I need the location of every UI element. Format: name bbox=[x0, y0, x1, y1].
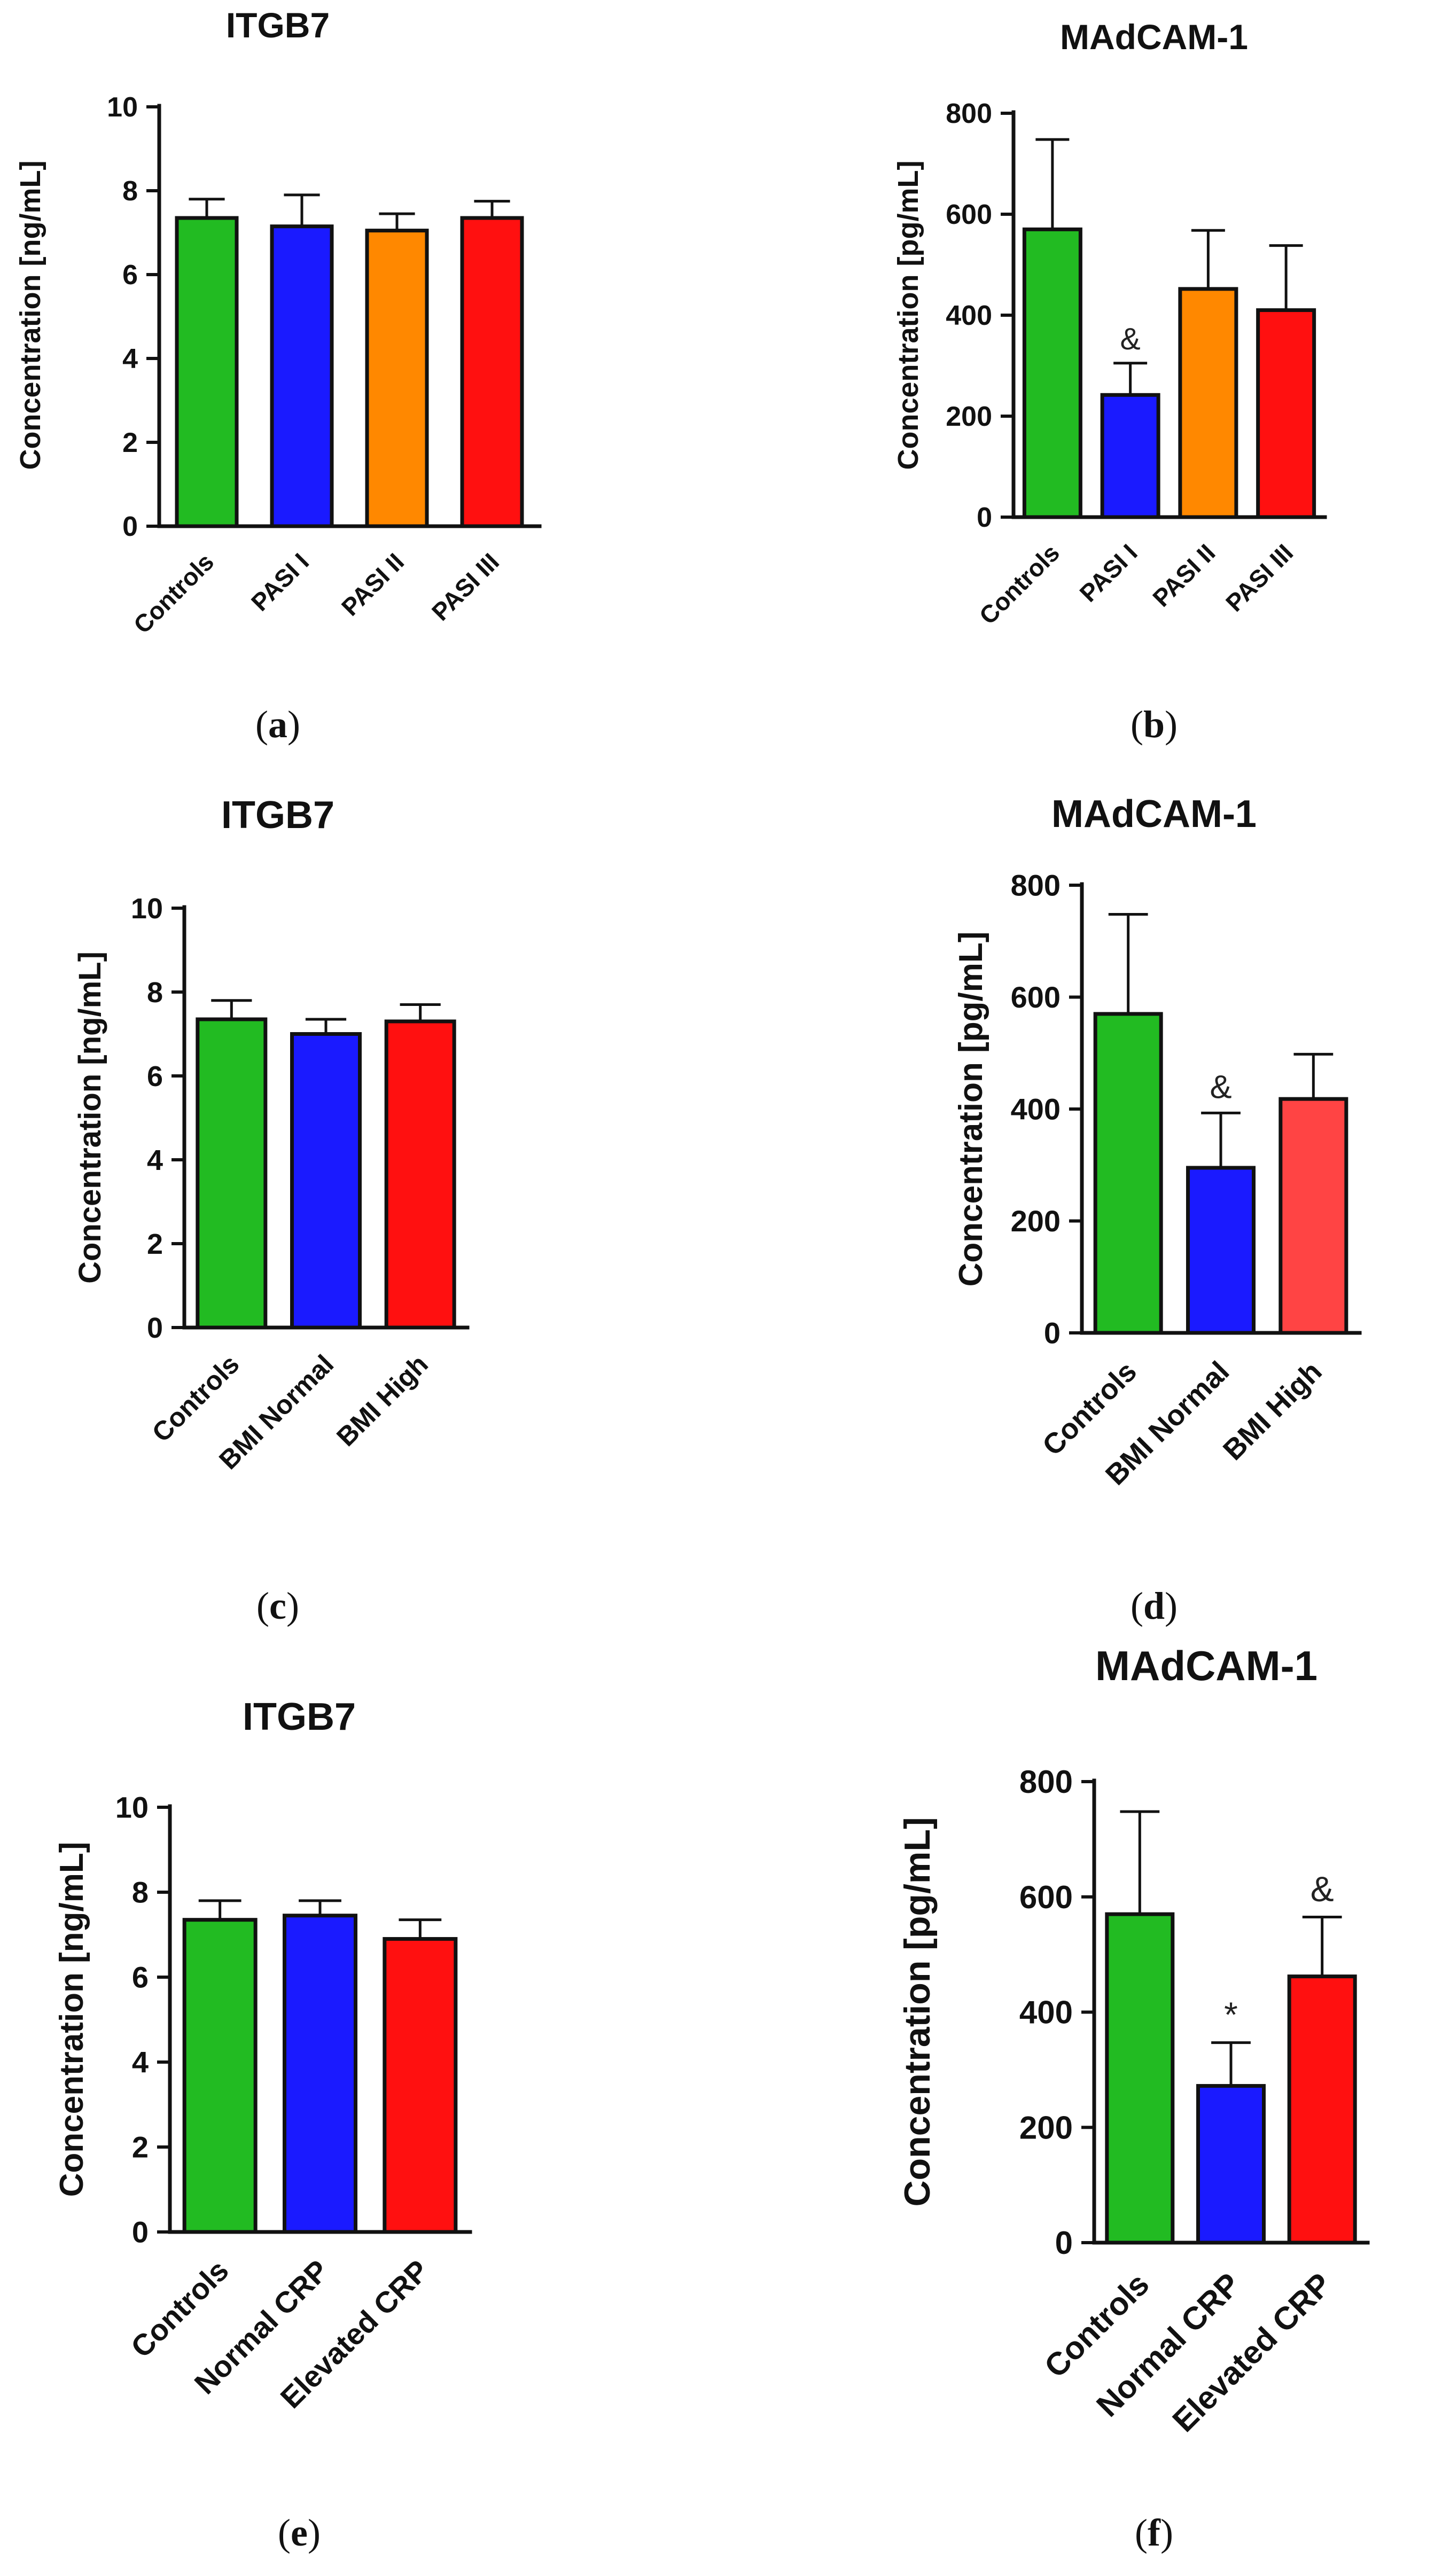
y-tick-label: 200 bbox=[1019, 2110, 1073, 2145]
x-tick-label: PASI II bbox=[1147, 538, 1220, 612]
bar bbox=[1287, 1974, 1357, 2245]
x-tick-label: PASI I bbox=[246, 548, 314, 616]
significance-marker: * bbox=[1224, 1995, 1238, 2034]
y-tick-label: 0 bbox=[1055, 2225, 1073, 2261]
y-axis-label: Concentration [ng/mL] bbox=[73, 951, 107, 1284]
chart-panel-d: MAdCAM-1 Concentration [pg/mL] 0 200 400 600 8… bbox=[953, 793, 1362, 1627]
bar bbox=[384, 1019, 456, 1330]
y-axis-label: Concentration [ng/mL] bbox=[53, 1842, 90, 2197]
bar bbox=[175, 216, 239, 528]
x-tick-label: PASI III bbox=[1220, 538, 1298, 616]
bar bbox=[290, 1032, 362, 1330]
significance-marker: & bbox=[1311, 1869, 1334, 1909]
y-tick-label: 6 bbox=[132, 1961, 149, 1994]
chart-panel-f: MAdCAM-1 Concentration [pg/mL] 0 200 400 600 8… bbox=[897, 1642, 1370, 2554]
y-axis-label: Concentration [ng/mL] bbox=[14, 161, 46, 470]
y-tick-label: 10 bbox=[115, 1791, 149, 1824]
y-tick-label: 400 bbox=[1019, 1995, 1073, 2031]
y-tick-label: 600 bbox=[1019, 1879, 1073, 1915]
x-tick-label: Controls bbox=[128, 548, 219, 638]
y-tick-label: 4 bbox=[122, 344, 138, 374]
panel-caption: (e) bbox=[278, 2511, 321, 2554]
panel-caption: (d) bbox=[1131, 1584, 1178, 1627]
x-tick-label: PASI II bbox=[336, 548, 409, 621]
y-tick-label: 0 bbox=[977, 502, 992, 533]
x-tick-label: Controls bbox=[974, 538, 1065, 629]
chart-panel-a: ITGB7 Concentration [ng/mL] 0 2 4 6 8 10 Control… bbox=[14, 5, 542, 746]
bar bbox=[1186, 1166, 1256, 1335]
bar bbox=[1256, 308, 1316, 519]
chart-title: ITGB7 bbox=[243, 1696, 356, 1738]
panel-caption: (c) bbox=[256, 1584, 299, 1627]
y-axis-label: Concentration [pg/mL] bbox=[897, 1817, 938, 2206]
y-tick-label: 0 bbox=[1044, 1316, 1061, 1350]
y-tick-label: 2 bbox=[132, 2130, 149, 2164]
y-tick-label: 8 bbox=[132, 1876, 149, 1909]
y-axis-label: Concentration [pg/mL] bbox=[953, 932, 989, 1287]
x-tick-label: BMI High bbox=[331, 1349, 434, 1452]
y-tick-label: 8 bbox=[122, 176, 138, 207]
bar bbox=[1178, 287, 1238, 519]
x-tick-label: PASI III bbox=[426, 548, 504, 626]
bar bbox=[460, 216, 524, 528]
y-tick-label: 400 bbox=[946, 300, 992, 331]
y-axis-label: Concentration [pg/mL] bbox=[892, 161, 924, 470]
y-tick-label: 10 bbox=[107, 92, 138, 123]
chart-title: MAdCAM-1 bbox=[1095, 1642, 1318, 1689]
y-tick-label: 6 bbox=[122, 260, 138, 291]
x-tick-label: Controls bbox=[146, 1349, 245, 1448]
bar bbox=[1093, 1012, 1163, 1335]
panel-caption: (f) bbox=[1135, 2511, 1173, 2554]
y-tick-label: 6 bbox=[147, 1060, 163, 1092]
bar bbox=[1196, 2084, 1266, 2245]
y-tick-label: 200 bbox=[1011, 1204, 1061, 1238]
bar bbox=[1279, 1097, 1348, 1335]
bar bbox=[383, 1937, 458, 2234]
bar bbox=[365, 229, 429, 528]
chart-title: ITGB7 bbox=[221, 794, 334, 837]
chart-panel-c: ITGB7 Concentration [ng/mL] 0 2 4 6 8 10 Control… bbox=[73, 794, 470, 1627]
y-tick-label: 4 bbox=[147, 1144, 163, 1176]
y-tick-label: 10 bbox=[131, 893, 163, 925]
y-tick-label: 0 bbox=[122, 511, 138, 542]
y-tick-label: 0 bbox=[132, 2215, 149, 2249]
significance-marker: & bbox=[1210, 1069, 1231, 1106]
panel-caption: (a) bbox=[255, 703, 300, 746]
x-tick-label: BMI High bbox=[1217, 1355, 1328, 1466]
panel-caption: (b) bbox=[1131, 703, 1178, 746]
y-tick-label: 800 bbox=[1011, 869, 1061, 902]
y-tick-label: 600 bbox=[1011, 980, 1061, 1014]
y-tick-label: 0 bbox=[147, 1312, 163, 1344]
y-tick-label: 4 bbox=[132, 2046, 149, 2079]
bar bbox=[1100, 393, 1160, 519]
y-tick-label: 8 bbox=[147, 977, 163, 1009]
bar bbox=[270, 224, 334, 528]
y-tick-label: 200 bbox=[946, 401, 992, 432]
y-tick-label: 800 bbox=[946, 98, 992, 129]
chart-title: MAdCAM-1 bbox=[1060, 17, 1248, 57]
x-tick-label: Elevated CRP bbox=[1166, 2266, 1338, 2439]
bar bbox=[1022, 227, 1082, 519]
x-tick-label: PASI I bbox=[1074, 538, 1142, 607]
y-tick-label: 2 bbox=[147, 1228, 163, 1260]
y-tick-label: 400 bbox=[1011, 1092, 1061, 1126]
bar bbox=[196, 1017, 268, 1330]
bar bbox=[182, 1918, 258, 2234]
chart-title: MAdCAM-1 bbox=[1051, 793, 1257, 836]
bar bbox=[1105, 1912, 1175, 2245]
y-tick-label: 600 bbox=[946, 199, 992, 230]
chart-title: ITGB7 bbox=[226, 5, 330, 45]
bar bbox=[283, 1914, 357, 2234]
chart-panel-b: MAdCAM-1 Concentration [pg/mL] 0 200 400 600 8… bbox=[892, 17, 1327, 746]
y-tick-label: 800 bbox=[1019, 1764, 1073, 1800]
y-tick-label: 2 bbox=[122, 427, 138, 458]
significance-marker: & bbox=[1120, 322, 1141, 356]
